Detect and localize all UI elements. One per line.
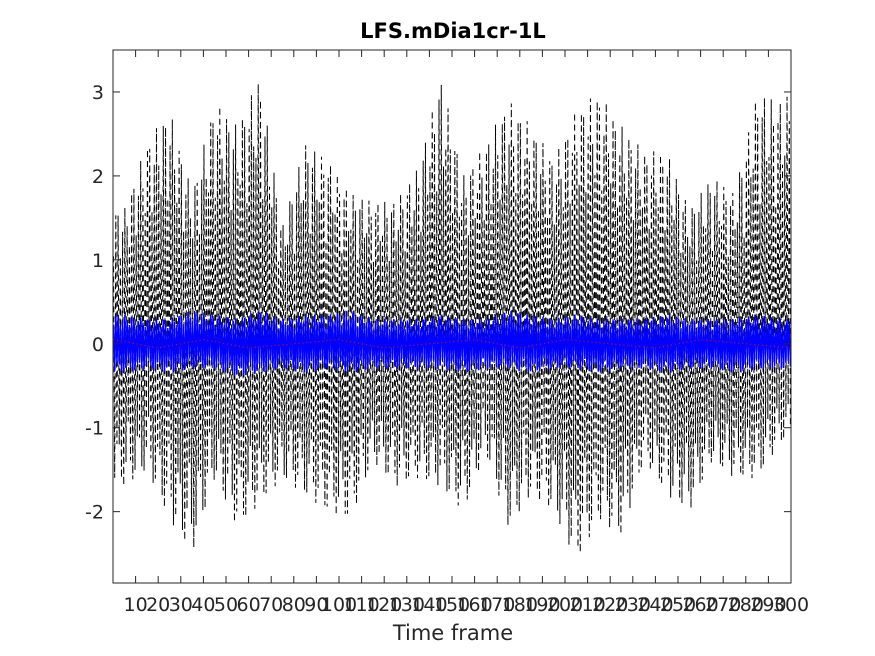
- x-tick-label: 240: [637, 594, 673, 616]
- x-tick-label: 280: [728, 594, 764, 616]
- x-tick-label: 50: [214, 594, 238, 616]
- series-2-line: [112, 310, 792, 377]
- x-tick-label: 10: [124, 594, 148, 616]
- x-tick-label: 60: [237, 594, 261, 616]
- x-tick-label: 130: [389, 594, 425, 616]
- x-tick-label: 70: [259, 594, 283, 616]
- axis-layer: -2 -1 0 1 2 3 10203040506070809010011012013014…: [85, 50, 809, 616]
- x-tick-label: 120: [366, 594, 402, 616]
- x-tick-label: 200: [547, 594, 583, 616]
- x-tick-label: 40: [191, 594, 215, 616]
- x-tick-label: 230: [615, 594, 651, 616]
- x-tick-label: 300: [773, 594, 809, 616]
- x-tick-label: 180: [502, 594, 538, 616]
- x-tick-label: 190: [524, 594, 560, 616]
- x-tick-label: 140: [411, 594, 447, 616]
- x-tick-label: 20: [146, 594, 170, 616]
- x-tick-label: 250: [660, 594, 696, 616]
- x-tick-label: 90: [304, 594, 328, 616]
- y-tick-label: 0: [92, 334, 104, 356]
- x-axis-label: Time frame: [392, 621, 513, 645]
- y-tick-label: 3: [92, 82, 104, 104]
- x-tick-label: 290: [750, 594, 786, 616]
- x-tick-label: 110: [343, 594, 379, 616]
- x-tick-label: 210: [569, 594, 605, 616]
- data-layer: [112, 84, 792, 553]
- x-tick-label: 160: [456, 594, 492, 616]
- x-tick-label: 270: [705, 594, 741, 616]
- y-tick-label: -2: [85, 502, 104, 524]
- x-tick-label: 150: [434, 594, 470, 616]
- y-tick-label: 2: [92, 166, 104, 188]
- chart-title: LFS.mDia1cr-1L: [360, 19, 546, 43]
- x-tick-label: 100: [321, 594, 357, 616]
- x-tick-label: 30: [169, 594, 193, 616]
- x-tick-label: 260: [682, 594, 718, 616]
- y-tick-label: 1: [92, 250, 104, 272]
- x-tick-label: 170: [479, 594, 515, 616]
- y-tick-label: -1: [85, 418, 104, 440]
- x-tick-label: 80: [282, 594, 306, 616]
- x-tick-label: 220: [592, 594, 628, 616]
